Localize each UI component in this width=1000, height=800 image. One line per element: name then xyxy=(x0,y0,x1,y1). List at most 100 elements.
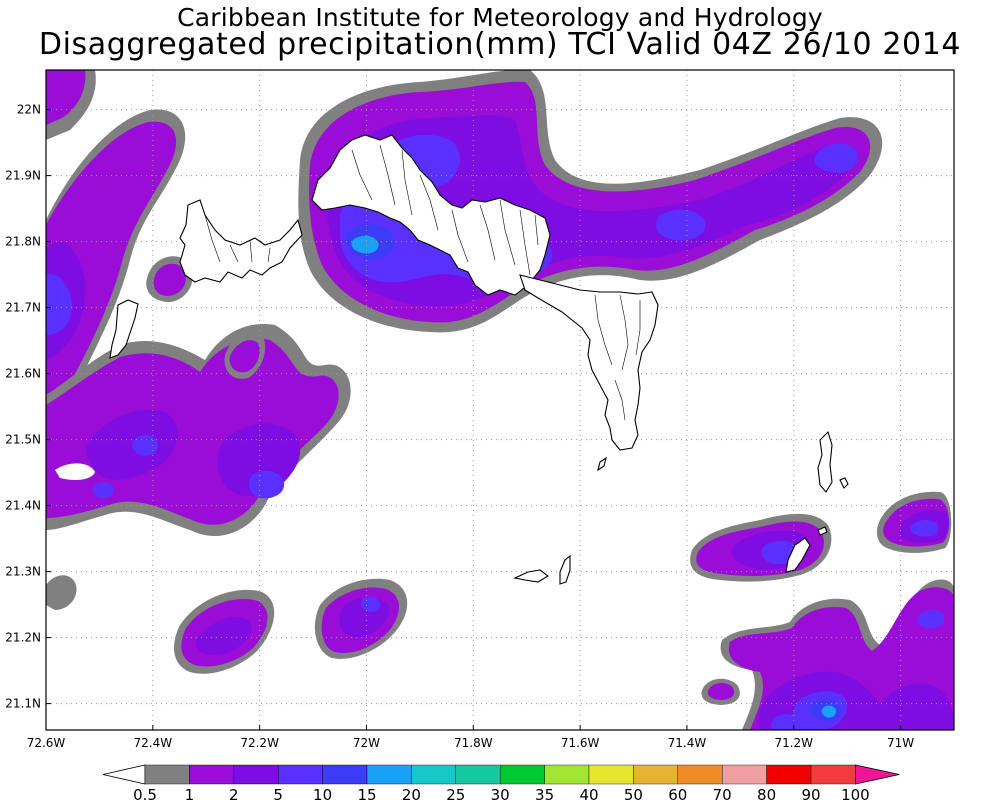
tick-label-lon: 72.4W xyxy=(134,736,173,750)
colorbar-level-label: 60 xyxy=(668,786,687,800)
precip-band-15mm xyxy=(351,235,379,254)
colorbar-swatch xyxy=(411,764,456,785)
island-salt-cay-north xyxy=(817,430,833,493)
precip-band-1mm xyxy=(229,340,260,373)
precip-band-1mm xyxy=(707,682,735,700)
coastlines xyxy=(109,134,849,585)
colorbar-level-label: 5 xyxy=(273,786,283,800)
colorbar-level-label: 25 xyxy=(446,786,465,800)
colorbar-swatch xyxy=(722,764,767,785)
colorbar-level-label: 15 xyxy=(357,786,376,800)
colorbar-swatch xyxy=(633,764,679,785)
precip-band-5mm-east xyxy=(655,209,706,241)
precip-band-2mm xyxy=(86,409,178,480)
precip-band-5mm xyxy=(360,596,380,613)
colorbar-level-label: 20 xyxy=(402,786,421,800)
precip-band-5mm-ne xyxy=(814,143,859,173)
colorbar-level-label: 50 xyxy=(624,786,643,800)
chart-title: Caribbean Institute for Meteorology and … xyxy=(177,3,823,32)
precip-band-2mm xyxy=(196,617,252,656)
island-west-caicos-north xyxy=(179,199,303,283)
colorbar: 0.5 1 2 5 10 15 20 25 30 35 40 50 60 70 80 90 100 xyxy=(102,764,900,800)
tick-label-lat: 21.5N xyxy=(5,433,41,447)
precip-region-south-east xyxy=(701,579,954,730)
tick-label-lat: 21.4N xyxy=(5,499,41,513)
boundary-line xyxy=(204,214,271,263)
colorbar-over-triangle xyxy=(855,764,900,785)
island-grand-turk xyxy=(785,537,811,573)
precip-band-0-5mm-blob xyxy=(46,575,77,610)
colorbar-level-label: 90 xyxy=(801,786,820,800)
colorbar-swatch xyxy=(322,764,368,785)
axis-ticks: 72.6W 72.4W 72.2W 72W 71.8W 71.6W 71.4W 71.2W 71… xyxy=(5,103,914,750)
colorbar-swatch xyxy=(189,764,234,785)
tick-label-lat: 21.3N xyxy=(5,565,41,579)
colorbar-swatch xyxy=(455,764,501,785)
colorbar-level-label: 1 xyxy=(185,786,195,800)
precip-band-5mm xyxy=(910,519,939,537)
precip-band-15mm xyxy=(821,705,837,718)
island-boundaries xyxy=(204,144,641,421)
colorbar-swatch xyxy=(588,764,634,785)
precip-band-5mm xyxy=(46,274,72,335)
tick-label-lon: 71W xyxy=(887,736,914,750)
colorbar-swatch xyxy=(810,764,856,785)
precip-region-west xyxy=(46,70,193,440)
colorbar-swatch xyxy=(233,764,279,785)
island-east-caicos xyxy=(519,274,659,451)
chart-subtitle: Disaggregated precipitation(mm) TCI Vali… xyxy=(38,27,962,62)
colorbar-level-label: 30 xyxy=(491,786,510,800)
tick-label-lon: 72.2W xyxy=(240,736,279,750)
precip-region-west-middle xyxy=(46,324,351,536)
precip-band-5mm xyxy=(917,609,945,629)
colorbar-under-triangle xyxy=(102,764,146,785)
tick-label-lon: 71.4W xyxy=(668,736,707,750)
colorbar-level-label: 70 xyxy=(713,786,732,800)
colorbar-level-label: 10 xyxy=(313,786,332,800)
island-west-caicos xyxy=(109,299,139,359)
tick-label-lon: 72W xyxy=(353,736,380,750)
tick-label-lat: 21.1N xyxy=(5,697,41,711)
tick-label-lon: 71.6W xyxy=(561,736,600,750)
precip-band-5mm xyxy=(771,714,799,730)
tick-label-lat: 21.7N xyxy=(5,301,41,315)
colorbar-swatch xyxy=(544,764,590,785)
colorbar-level-label: 100 xyxy=(841,786,870,800)
tick-label-lat: 21.9N xyxy=(5,169,41,183)
island-small-2 xyxy=(839,477,849,489)
island-small-1 xyxy=(597,456,607,472)
tick-label-lon: 72.6W xyxy=(27,736,66,750)
colorbar-swatch xyxy=(766,764,812,785)
boundary-line xyxy=(351,144,539,276)
island-north-caicos xyxy=(311,134,551,296)
tick-label-lon: 71.2W xyxy=(774,736,813,750)
precip-band-5mm xyxy=(248,470,285,499)
tick-label-lat: 21.2N xyxy=(5,631,41,645)
colorbar-level-label: 0.5 xyxy=(133,786,157,800)
boundary-line xyxy=(594,294,641,421)
precip-band-1mm xyxy=(46,70,86,125)
colorbar-level-label: 35 xyxy=(535,786,554,800)
plot-frame xyxy=(45,69,955,731)
colorbar-swatch xyxy=(677,764,723,785)
colorbar-level-label: 80 xyxy=(757,786,776,800)
colorbar-level-label: 2 xyxy=(229,786,239,800)
tick-label-lon: 71.8W xyxy=(454,736,493,750)
precip-band-1mm xyxy=(46,121,177,429)
precip-band-5mm xyxy=(92,482,114,499)
colorbar-swatch xyxy=(144,764,190,785)
colorbar-swatch xyxy=(366,764,412,785)
colorbar-swatch xyxy=(278,764,323,785)
island-long-cay xyxy=(559,554,571,585)
precip-band-1mm xyxy=(153,263,187,296)
tick-label-lat: 21.8N xyxy=(5,235,41,249)
precip-gap xyxy=(55,463,95,480)
colorbar-swatch xyxy=(500,764,545,785)
precip-band-5mm xyxy=(132,435,158,456)
tick-label-lat: 22N xyxy=(17,103,41,117)
island-south-caicos xyxy=(513,569,549,583)
tick-label-lat: 21.6N xyxy=(5,367,41,381)
precip-region-south-west xyxy=(174,578,408,674)
island-small-3 xyxy=(817,526,828,536)
